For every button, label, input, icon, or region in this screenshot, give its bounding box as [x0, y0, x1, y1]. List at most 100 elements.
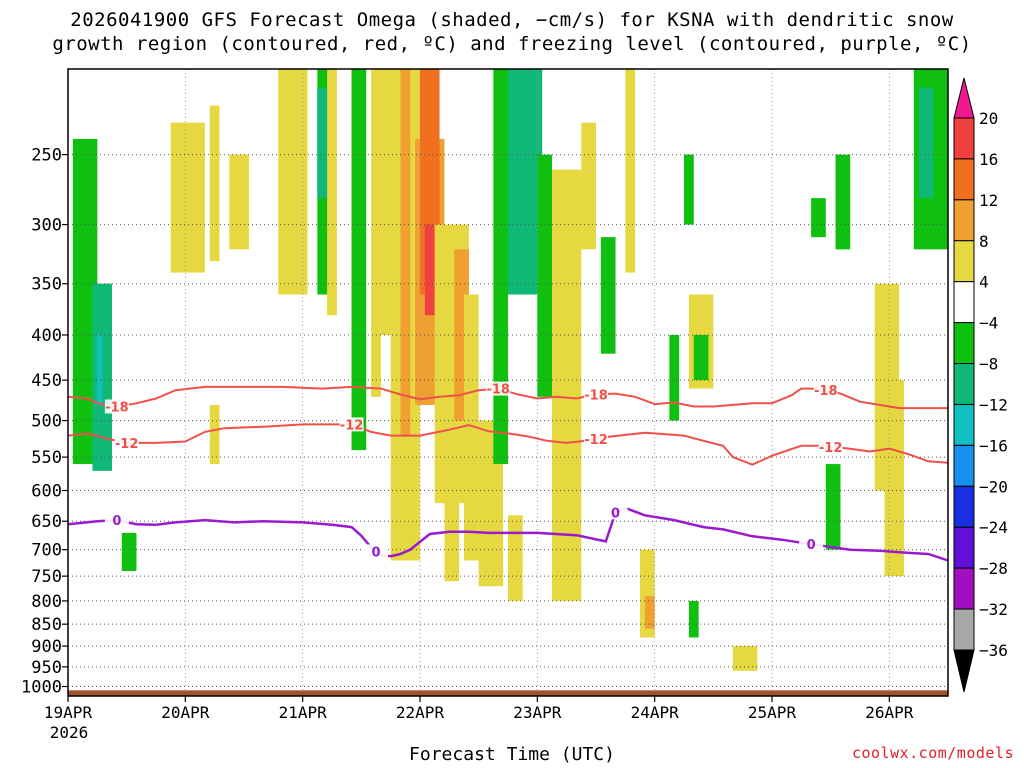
omega-cell-44 — [835, 154, 851, 250]
plot-frame — [67, 68, 949, 697]
isotherm-m12-label-bg-1 — [339, 417, 364, 432]
colorbar-label: −8 — [979, 355, 998, 374]
omega-cell-29 — [537, 154, 552, 397]
y-tick-label: 750 — [31, 567, 62, 587]
colorbar-label: −12 — [979, 395, 1008, 414]
colorbar-bin — [953, 117, 975, 160]
colorbar-bin — [953, 444, 975, 487]
colorbar-label: 8 — [979, 232, 989, 251]
omega-cell-33 — [600, 237, 616, 354]
x-tick-label: 21APR — [279, 703, 328, 722]
ground-band — [68, 690, 948, 696]
colorbar-label: −4 — [979, 314, 998, 333]
omega-cell-16 — [400, 69, 411, 436]
omega-cell-37 — [669, 334, 680, 421]
colorbar: 20 16 12 8 4 −4 −8 −12 −16 −20 −24 −28 −32 −36 — [953, 77, 1008, 693]
omega-cell-43 — [811, 198, 826, 238]
omega-cell-19 — [424, 224, 435, 316]
y-tick-label: 800 — [31, 592, 62, 612]
colorbar-bin — [953, 363, 975, 405]
freezing-level-label-bg-0 — [104, 513, 129, 528]
colorbar-label: 20 — [979, 109, 998, 128]
omega-cell-25 — [508, 515, 523, 601]
colorbar-label: −16 — [979, 436, 1008, 455]
isotherm-m12-label-bg-2 — [584, 431, 608, 446]
colorbar-label: 16 — [979, 150, 998, 169]
omega-cell-49 — [918, 87, 934, 199]
isotherm-m12-label: -12 — [115, 437, 139, 452]
omega-cell-36 — [644, 596, 655, 629]
colorbar-bin — [953, 608, 975, 651]
isotherm-m12-label-bg-3 — [818, 439, 843, 454]
colorbar-label: −28 — [979, 559, 1008, 578]
omega-cell-40 — [693, 334, 709, 381]
x-tick-label: 25APR — [748, 703, 797, 722]
isotherm-m12-label-bg-0 — [114, 435, 139, 450]
colorbar-label: −32 — [979, 600, 1008, 619]
freezing-level-label-bg-3 — [799, 537, 824, 552]
chart-title-line1: 2026041900 GFS Forecast Omega (shaded, −… — [70, 9, 954, 31]
isotherm-m18-label-bg-2 — [584, 387, 608, 402]
chart-title-line2: growth region (contoured, red, ºC) and f… — [52, 33, 972, 55]
y-tick-label: 400 — [31, 326, 62, 346]
y-tick-label: 900 — [31, 637, 62, 657]
x-tick-label: 19APR — [44, 703, 93, 722]
isotherm-m18-label-bg-1 — [486, 381, 511, 396]
y-tick-label: 250 — [31, 146, 62, 166]
colorbar-bin — [953, 158, 975, 201]
freezing-level-label: 0 — [611, 506, 620, 521]
omega-cell-34 — [625, 69, 636, 273]
omega-cell-38 — [684, 154, 694, 225]
freezing-level-line — [67, 506, 949, 562]
y-tick-label: 1000 — [21, 678, 62, 698]
colorbar-bin — [953, 485, 975, 528]
omega-shading — [72, 69, 948, 671]
x-axis-title: Forecast Time (UTC) — [409, 744, 615, 765]
y-tick-label: 300 — [31, 216, 62, 236]
omega-cell-13 — [371, 69, 381, 397]
freezing-level-label-bg-1 — [364, 544, 388, 559]
omega-cell-2 — [97, 334, 103, 405]
colorbar-bottom-arrow — [953, 649, 975, 693]
x-tick-sublabel: 2026 — [50, 723, 89, 742]
y-tick-label: 700 — [31, 541, 62, 561]
colorbar-label: 12 — [979, 191, 998, 210]
y-tick-label: 850 — [31, 615, 62, 635]
contours: -18 -18 -18 -18 -12 -12 -12 -12 0 0 0 0 — [67, 381, 949, 562]
isotherm-m12-label: -12 — [819, 441, 843, 456]
freezing-level-label: 0 — [807, 538, 816, 553]
omega-cell-5 — [209, 105, 220, 262]
isotherm-m12-label: -12 — [340, 418, 364, 433]
y-tick-label: 450 — [31, 371, 62, 391]
colorbar-bin — [953, 199, 975, 242]
y-axis: 250 300 350 400 450 500 550 600 650 700 750 800 8509… — [21, 146, 68, 698]
y-tick-label: 350 — [31, 275, 62, 295]
colorbar-bin — [953, 567, 975, 610]
omega-cell-10 — [317, 87, 328, 199]
credit-link[interactable]: coolwx.com/models — [851, 744, 1014, 762]
y-tick-label: 550 — [31, 448, 62, 468]
x-tick-label: 22APR — [396, 703, 445, 722]
omega-cell-41 — [688, 600, 699, 638]
omega-cell-32 — [581, 122, 596, 250]
isotherm-m18-label: -18 — [814, 384, 838, 399]
omega-cell-11 — [327, 69, 337, 316]
y-tick-label: 650 — [31, 512, 62, 532]
colorbar-bin — [953, 322, 975, 365]
freezing-level-label: 0 — [371, 545, 380, 560]
y-tick-label: 600 — [31, 482, 62, 502]
colorbar-bin — [953, 240, 975, 283]
omega-cell-4 — [170, 122, 205, 273]
isotherm-m18-label-bg-3 — [813, 382, 838, 397]
y-tick-label: 500 — [31, 412, 62, 432]
isotherm-m18-line — [67, 385, 948, 410]
isotherm-m18-label-bg-0 — [104, 399, 129, 414]
freezing-level-label-bg-2 — [603, 505, 628, 520]
omega-cell-47 — [884, 380, 904, 577]
isotherm-m18-label: -18 — [105, 401, 129, 416]
colorbar-label: −20 — [979, 477, 1008, 496]
omega-cell-31 — [566, 184, 577, 436]
x-tick-label: 26APR — [865, 703, 914, 722]
isotherm-m12-label: -12 — [584, 433, 608, 448]
